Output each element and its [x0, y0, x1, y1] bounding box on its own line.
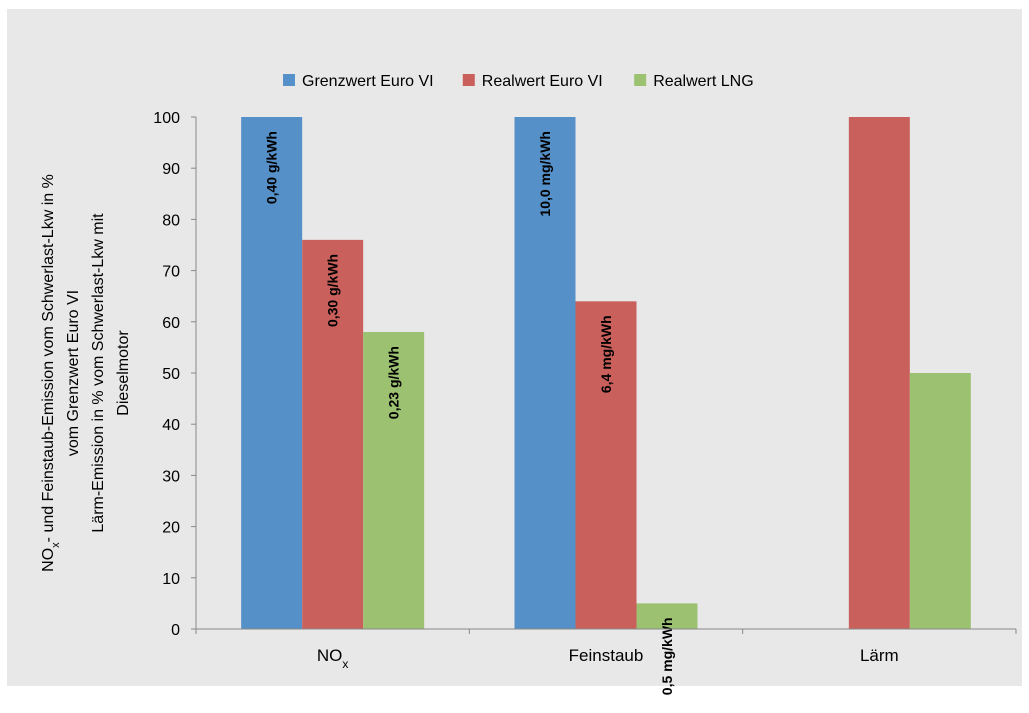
legend-label: Realwert LNG: [653, 73, 753, 90]
y-axis-label-line: vom Grenzwert Euro VI: [65, 290, 82, 456]
bar: [241, 117, 303, 629]
y-tick-label: 0: [171, 622, 180, 639]
bar: [514, 117, 576, 629]
y-tick-label: 40: [162, 417, 180, 434]
y-axis-label-line: Dieselmotor: [115, 330, 132, 416]
y-tick-label: 100: [153, 110, 180, 127]
legend-swatch: [283, 74, 295, 86]
data-label: 0,40 g/kWh: [264, 131, 280, 204]
x-axis: NOx Feinstaub Lärm: [195, 628, 1017, 671]
y-tick-label: 60: [162, 315, 180, 332]
y-axis: 0 10 20 30 40 50 60 70 80 90 100: [153, 110, 197, 639]
y-tick-label: 30: [162, 468, 180, 485]
x-tick-label: Feinstaub: [569, 646, 644, 665]
bar: [909, 373, 971, 629]
y-tick-label: 70: [162, 264, 180, 281]
data-label: 0,23 g/kWh: [386, 346, 402, 419]
bar: [363, 332, 425, 629]
x-tick-label: NOx: [317, 646, 349, 671]
y-tick-label: 80: [162, 212, 180, 229]
y-tick-label: 90: [162, 161, 180, 178]
legend-swatch: [634, 74, 647, 86]
y-axis-label-line: Lärm-Emission in % vom Schwerlast-Lkw mi…: [90, 213, 107, 533]
data-label: 0,5 mg/kWh: [659, 617, 675, 695]
legend-label: Realwert Euro VI: [482, 73, 603, 90]
bar: [636, 603, 698, 629]
data-label: 6,4 mg/kWh: [598, 315, 614, 393]
y-tick-label: 10: [162, 571, 180, 588]
y-axis-label: NOx- und Feinstaub-Emission vom Schwerla…: [40, 174, 132, 572]
bar: [848, 117, 910, 629]
bars: 0,40 g/kWh 0,30 g/kWh 0,23 g/kWh 10,0 mg/kW…: [241, 117, 971, 695]
data-label: 0,30 g/kWh: [325, 254, 341, 327]
x-tick-label: Lärm: [860, 646, 899, 665]
y-axis-label-line: NOx- und Feinstaub-Emission vom Schwerla…: [40, 174, 62, 572]
legend: Grenzwert Euro VI Realwert Euro VI Realwer…: [283, 73, 754, 90]
y-tick-label: 20: [162, 520, 180, 537]
legend-label: Grenzwert Euro VI: [302, 73, 434, 90]
data-label: 10,0 mg/kWh: [537, 131, 553, 217]
y-tick-label: 50: [162, 366, 180, 383]
legend-swatch: [462, 74, 475, 86]
bar: [575, 301, 637, 629]
bar: [302, 239, 364, 629]
